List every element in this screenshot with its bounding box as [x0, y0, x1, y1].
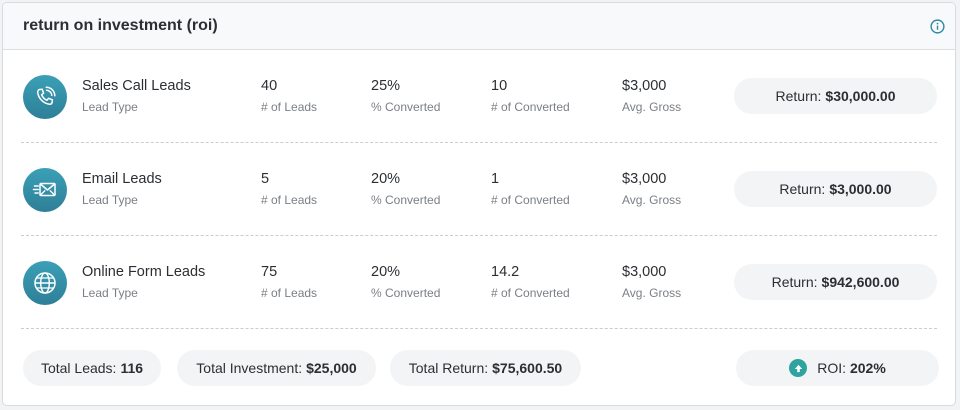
return-label: Return: — [779, 181, 826, 197]
card-header: return on investment (roi) — [3, 3, 955, 50]
lead-name: Online Form Leads — [82, 264, 206, 280]
num-converted-label: # of Converted — [491, 193, 570, 207]
email-icon — [23, 168, 67, 212]
pct-converted-label: % Converted — [371, 286, 441, 300]
total-leads-value: 116 — [120, 360, 144, 376]
lead-row: Online Form Leads Lead Type 75 # of Lead… — [21, 236, 937, 329]
total-investment-label: Total Investment: — [196, 360, 303, 376]
num-converted-value: 10 — [491, 78, 508, 94]
num-converted-value: 14.2 — [491, 264, 520, 280]
num-leads-label: # of Leads — [261, 100, 318, 114]
num-leads-label: # of Leads — [261, 193, 318, 207]
num-leads-value: 5 — [261, 171, 270, 187]
avg-gross-value: $3,000 — [622, 171, 667, 187]
num-converted-value: 1 — [491, 171, 500, 187]
lead-type-label: Lead Type — [82, 193, 138, 207]
pct-converted-value: 20% — [371, 171, 401, 187]
num-converted-label: # of Converted — [491, 286, 570, 300]
pct-converted-label: % Converted — [371, 100, 441, 114]
num-leads-label: # of Leads — [261, 286, 318, 300]
lead-row: Sales Call Leads Lead Type 40 # of Leads… — [21, 50, 937, 143]
avg-gross-label: Avg. Gross — [622, 100, 682, 114]
avg-gross-label: Avg. Gross — [622, 193, 682, 207]
roi-value: 202% — [849, 360, 886, 376]
num-leads-value: 40 — [261, 78, 278, 94]
globe-icon — [23, 261, 67, 305]
return-badge: Return: $3,000.00 — [734, 171, 937, 207]
lead-type-label: Lead Type — [82, 286, 138, 300]
roi-label: ROI: — [817, 360, 846, 376]
total-return-value: $75,600.50 — [492, 360, 563, 376]
roi-badge: ROI: 202% — [736, 350, 939, 386]
lead-rows: Sales Call Leads Lead Type 40 # of Leads… — [3, 50, 955, 329]
lead-name: Sales Call Leads — [82, 78, 191, 94]
lead-row: Email Leads Lead Type 5 # of Leads 20% %… — [21, 143, 937, 236]
card-title: return on investment (roi) — [23, 17, 218, 34]
total-leads-label: Total Leads: — [40, 360, 117, 376]
num-leads-value: 75 — [261, 264, 278, 280]
arrow-up-circle-icon — [789, 359, 808, 377]
pct-converted-value: 20% — [371, 264, 401, 280]
phone-icon — [23, 75, 67, 119]
total-return-label: Total Return: — [408, 360, 489, 376]
return-label: Return: — [775, 88, 822, 104]
return-badge: Return: $30,000.00 — [734, 78, 937, 114]
lead-type-label: Lead Type — [82, 100, 138, 114]
pct-converted-value: 25% — [371, 78, 401, 94]
summary-bar: Total Leads: 116 Total Investment: $25,0… — [3, 329, 955, 405]
return-badge: Return: $942,600.00 — [734, 264, 937, 300]
roi-card: return on investment (roi) Sales Call Le… — [2, 2, 956, 406]
return-label: Return: — [771, 274, 818, 290]
return-value: $30,000.00 — [825, 88, 896, 104]
lead-name: Email Leads — [82, 171, 162, 187]
total-leads-badge: Total Leads: 116 — [23, 350, 161, 386]
return-value: $3,000.00 — [829, 181, 892, 197]
return-value: $942,600.00 — [821, 274, 900, 290]
avg-gross-value: $3,000 — [622, 78, 667, 94]
info-icon[interactable] — [930, 18, 945, 34]
avg-gross-label: Avg. Gross — [622, 286, 682, 300]
num-converted-label: # of Converted — [491, 100, 570, 114]
total-investment-value: $25,000 — [306, 360, 357, 376]
pct-converted-label: % Converted — [371, 193, 441, 207]
total-investment-badge: Total Investment: $25,000 — [177, 350, 376, 386]
avg-gross-value: $3,000 — [622, 264, 667, 280]
total-return-badge: Total Return: $75,600.50 — [390, 350, 581, 386]
